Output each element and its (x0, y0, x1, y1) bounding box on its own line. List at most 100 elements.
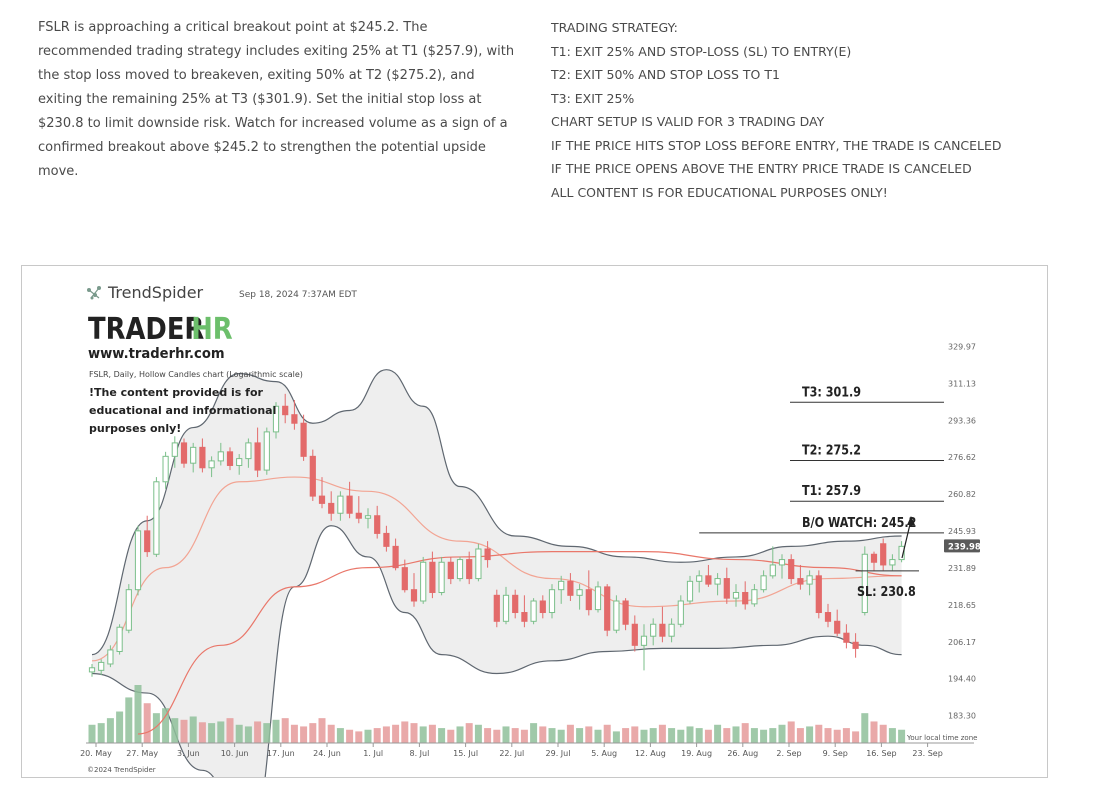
volume-bar (760, 729, 768, 743)
candle-body (889, 559, 896, 566)
chart-datetime: Sep 18, 2024 7:37AM EDT (239, 290, 357, 300)
volume-bar (695, 728, 703, 743)
volume-bar (640, 729, 648, 743)
candle-body (438, 561, 445, 593)
volume-bar (741, 723, 749, 743)
candle-body (880, 543, 887, 566)
x-tick-label: 20. May (80, 749, 112, 758)
y-tick-label: 206.17 (948, 638, 976, 647)
strategy-line: IF THE PRICE OPENS ABOVE THE ENTRY PRICE… (551, 161, 972, 176)
candle-body (300, 422, 307, 457)
candle-body (622, 600, 629, 625)
candle-body (125, 589, 132, 631)
candle-body (778, 559, 786, 566)
x-tick-label: 27. May (126, 749, 158, 758)
stock-chart: T3: 301.9 T2: 275.2 T1: 257.9 B/O WATCH: 24… (80, 283, 981, 804)
candle-body (116, 626, 123, 652)
volume-bar (548, 728, 556, 743)
volume-bar (281, 718, 289, 743)
logo-trader: TRADER (88, 311, 204, 346)
candle-body (834, 620, 841, 634)
candle-body (815, 575, 822, 614)
candle-body (530, 600, 537, 622)
candle-body (650, 623, 657, 637)
volume-bar (456, 726, 464, 743)
volume-bar (677, 729, 685, 743)
candle-body (456, 559, 464, 580)
volume-bar (290, 724, 298, 743)
candle-body (659, 623, 666, 637)
y-tick-label: 183.30 (948, 712, 976, 721)
candle-body (760, 575, 767, 591)
candle-body (742, 591, 749, 605)
y-tick-label: 194.40 (948, 675, 976, 684)
volume-bar (852, 731, 860, 743)
arrow-head-icon (907, 516, 915, 525)
volume-bar (612, 731, 620, 743)
x-tick-label: 10. Jun (221, 749, 249, 758)
volume-bar (327, 724, 335, 743)
volume-bar (465, 723, 473, 743)
candle-body (677, 600, 684, 625)
candle-body (705, 575, 712, 585)
level-label: T2: 275.2 (802, 443, 861, 458)
candle-body (769, 564, 776, 577)
candle-body (374, 515, 381, 534)
x-tick-label: 26. Aug (727, 749, 758, 758)
candle-body (171, 442, 178, 457)
candle-body (134, 530, 142, 591)
volume-bar (879, 724, 887, 743)
candle-body (392, 545, 399, 569)
volume-bar (162, 708, 170, 743)
candle-body (318, 495, 326, 504)
volume-bar (346, 729, 354, 743)
volume-bar (704, 729, 712, 743)
volume-bar (88, 724, 96, 743)
candle-body (88, 667, 96, 673)
candle-body (282, 405, 289, 416)
candle-body (162, 455, 169, 483)
volume-bar (668, 728, 676, 743)
candle-body (806, 575, 813, 585)
volume-bar (686, 726, 694, 743)
volume-bar (815, 724, 823, 743)
candle-body (383, 532, 390, 547)
strategy-line: T2: EXIT 50% AND STOP LOSS TO T1 (551, 67, 780, 82)
volume-bar (502, 726, 510, 743)
brand-name: TrendSpider (107, 283, 204, 302)
candle-body (98, 661, 105, 671)
level-label: B/O WATCH: 245.2 (802, 515, 916, 530)
volume-bar (419, 726, 427, 743)
strategy-line: TRADING STRATEGY: (551, 20, 678, 35)
volume-bar (631, 726, 639, 743)
candle-body (567, 580, 574, 596)
x-tick-label: 16. Sep (866, 749, 896, 758)
volume-bar (180, 719, 188, 743)
arrow-icon (901, 519, 912, 559)
candle-body (254, 442, 261, 471)
x-tick-label: 24. Jun (313, 749, 341, 758)
x-tick-label: 8. Jul (409, 749, 429, 758)
axis-layer: 183.30 194.40 206.17 218.65 231.89 245.93 260.… (80, 342, 981, 758)
volume-bar (97, 723, 105, 743)
analysis-paragraph: FSLR is approaching a critical breakout … (38, 20, 515, 179)
candle-body (309, 455, 316, 497)
candle-body (493, 594, 500, 622)
volume-bar (778, 724, 786, 743)
candle-body (420, 561, 427, 602)
volume-bar (373, 728, 381, 743)
candle-body (604, 586, 611, 631)
candle-body (870, 553, 878, 563)
volume-bar (474, 724, 482, 743)
candle-body (668, 623, 675, 637)
band-upper-line (91, 369, 902, 656)
candle-body (475, 548, 482, 580)
candle-body (245, 442, 252, 460)
disclaimer-line: !The content provided is for (89, 386, 264, 399)
volume-bar (428, 724, 436, 743)
level-label: SL: 230.8 (857, 584, 916, 599)
volume-bar (410, 723, 418, 743)
x-tick-label: 22. Jul (499, 749, 524, 758)
x-tick-label: 29. Jul (546, 749, 571, 758)
volume-bar (594, 729, 602, 743)
